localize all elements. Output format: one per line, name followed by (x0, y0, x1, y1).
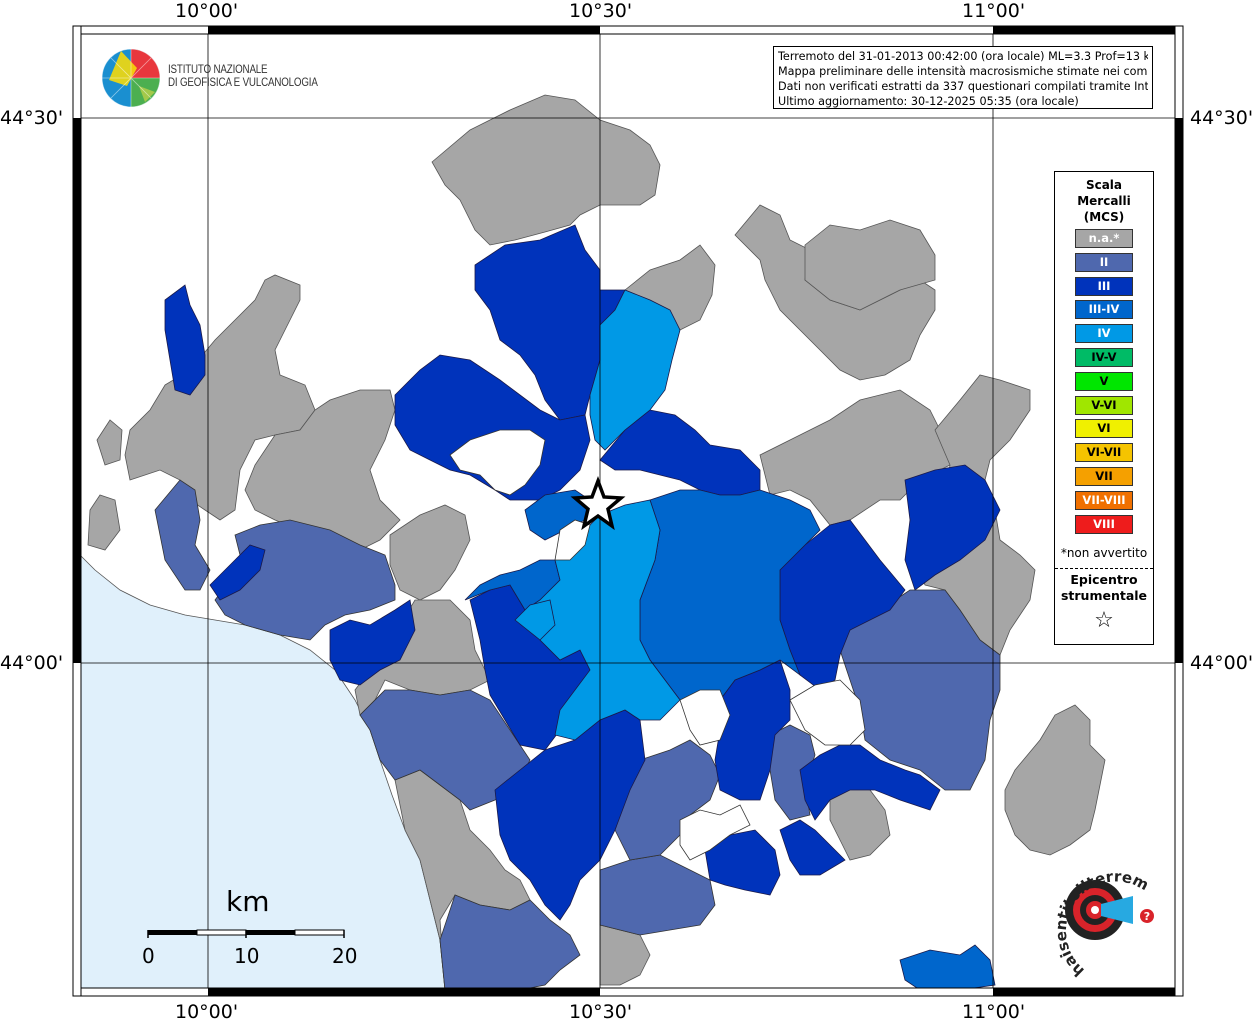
scale-tick-label: 10 (234, 944, 260, 968)
legend-epicenter-line2: strumentale (1060, 588, 1148, 603)
region-nodata (679, 689, 731, 746)
ingv-logo-line2: DI GEOFISICA E VULCANOLOGIA (168, 77, 318, 89)
legend-title: Scala Mercalli (MCS) (1055, 177, 1153, 225)
region-na (804, 219, 936, 311)
mcs-legend: Scala Mercalli (MCS) n.a.* II III III-IV IV I… (1054, 171, 1154, 645)
lon-label-top: 11°00' (962, 0, 1026, 22)
earthquake-info-box: Terremoto del 31-01-2013 00:42:00 (ora l… (773, 46, 1153, 109)
region-iii (904, 464, 1001, 591)
region-iii (329, 599, 416, 686)
legend-note: *non avvertito (1060, 546, 1148, 560)
haisentito-logo-icon: ? (1059, 874, 1154, 946)
region-na (431, 94, 661, 246)
region-na (87, 494, 121, 551)
region-ii (154, 479, 211, 591)
legend-epicenter-label: Epicentro strumentale (1055, 572, 1153, 604)
info-line-3: Dati non verificati estratti da 337 ques… (778, 80, 1148, 93)
info-line-2: Mappa preliminare delle intensità macros… (778, 65, 1148, 78)
region-iii-iv (899, 944, 996, 991)
region-nodata (554, 519, 591, 561)
scale-bar (147, 929, 345, 938)
legend-swatch: V (1075, 371, 1133, 391)
ingv-logo-line1: ISTITUTO NAZIONALE (168, 64, 268, 76)
legend-swatch: VI-VII (1075, 443, 1133, 463)
legend-title-line2: Mercalli (1077, 194, 1131, 208)
legend-separator (1055, 568, 1153, 569)
svg-text:?: ? (1144, 910, 1150, 923)
ingv-logo-text: ISTITUTO NAZIONALE DI GEOFISICA E VULCAN… (168, 64, 318, 90)
legend-swatch: VII-VIII (1075, 490, 1133, 510)
legend-swatch: VII (1075, 467, 1133, 486)
legend-swatch: IV-V (1075, 348, 1133, 367)
scale-unit-label: km (226, 885, 270, 918)
region-iii (704, 829, 781, 896)
region-na (244, 389, 401, 551)
region-nodata (449, 429, 546, 496)
legend-epicenter-line1: Epicentro (1070, 572, 1138, 587)
region-nodata (679, 804, 751, 861)
scale-tick-label: 0 (142, 944, 155, 968)
region-iii (164, 284, 206, 396)
ingv-logo-icon (101, 48, 161, 108)
lat-label-right: 44°00' (1190, 652, 1254, 674)
region-iii (779, 819, 846, 876)
region-iv (589, 289, 681, 451)
info-line-4: Ultimo aggiornamento: 30-12-2025 05:35 (… (778, 95, 1079, 108)
lat-label-right: 44°30' (1190, 107, 1254, 129)
region-iii (209, 544, 266, 601)
scale-tick-label: 20 (332, 944, 358, 968)
epicenter-star-icon (570, 476, 626, 531)
legend-swatch: VI (1075, 419, 1133, 439)
region-iv (514, 599, 556, 641)
legend-swatch: V-VI (1075, 395, 1133, 415)
legend-swatch: II (1075, 252, 1133, 272)
lon-label-bottom: 10°00' (175, 1001, 239, 1023)
legend-star-icon: ☆ (1094, 608, 1114, 633)
lon-label-top: 10°30' (569, 0, 633, 22)
region-na (389, 504, 471, 601)
lat-label-left: 44°00' (0, 652, 64, 674)
legend-title-line1: Scala (1085, 178, 1123, 192)
region-na (1004, 704, 1106, 856)
region-na (96, 419, 123, 466)
legend-swatch: IV (1075, 324, 1133, 344)
legend-swatch: III (1075, 276, 1133, 296)
info-line-1: Terremoto del 31-01-2013 00:42:00 (ora l… (778, 50, 1148, 63)
legend-title-line3: (MCS) (1083, 210, 1125, 224)
legend-swatch: VIII (1075, 514, 1133, 534)
lon-label-top: 10°00' (175, 0, 239, 22)
region-nodata (789, 679, 866, 746)
lon-label-bottom: 10°30' (569, 1001, 633, 1023)
legend-swatch: III-IV (1075, 300, 1133, 320)
lon-label-bottom: 11°00' (962, 1001, 1026, 1023)
legend-swatch: n.a.* (1075, 229, 1133, 248)
region-iii (394, 354, 591, 501)
lat-label-left: 44°30' (0, 107, 64, 129)
